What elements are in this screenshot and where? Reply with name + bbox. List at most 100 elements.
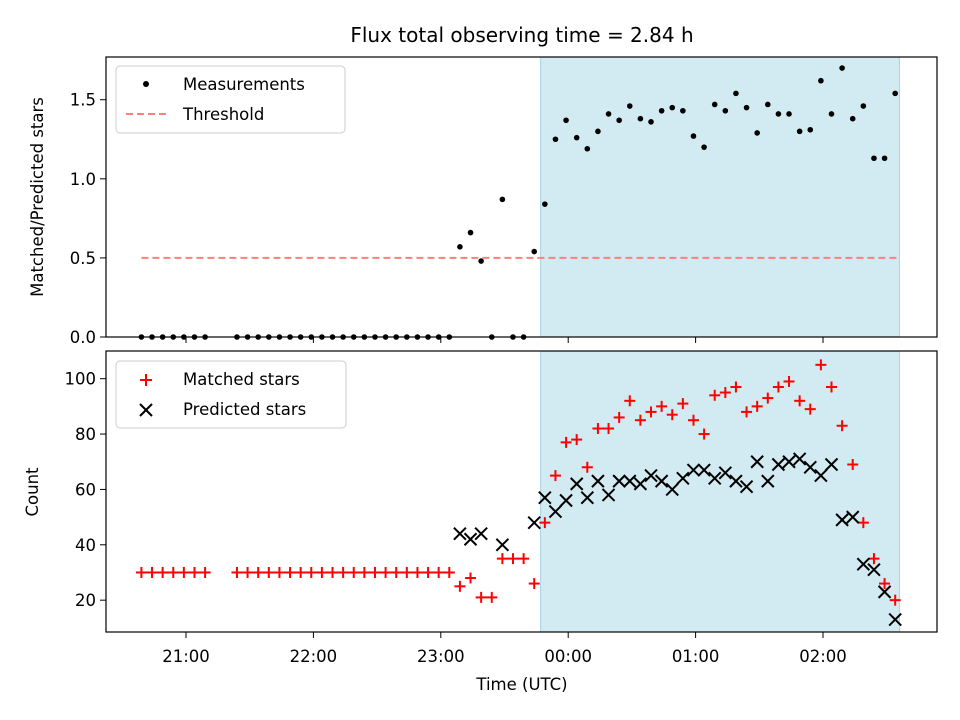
x-tick-label: 00:00 bbox=[544, 647, 592, 666]
matched-stars-point bbox=[528, 578, 540, 590]
top-axes-frame bbox=[105, 56, 938, 338]
measurement-point bbox=[743, 104, 750, 111]
matched-stars-point bbox=[730, 381, 742, 393]
matched-stars-point bbox=[465, 572, 477, 584]
y-tick-label: 60 bbox=[75, 480, 96, 499]
legend-predicted-label: Predicted stars bbox=[183, 400, 306, 419]
matched-stars-point bbox=[284, 566, 296, 578]
matched-stars-point bbox=[836, 420, 848, 432]
legend-measurements-label: Measurements bbox=[183, 75, 305, 94]
measurement-point bbox=[754, 130, 760, 136]
measurement-point bbox=[626, 103, 633, 109]
matched-stars-point bbox=[698, 428, 710, 440]
predicted-stars-point bbox=[877, 585, 892, 599]
matched-stars-point bbox=[539, 517, 551, 529]
x-tick-label: 22:00 bbox=[290, 647, 338, 666]
top-legend: Measurements Threshold bbox=[115, 65, 346, 134]
matched-stars-point bbox=[549, 470, 561, 482]
predicted-stars-point bbox=[697, 463, 711, 477]
predicted-stars-point bbox=[718, 466, 733, 480]
predicted-stars-point bbox=[686, 463, 701, 477]
predicted-stars-point bbox=[538, 491, 552, 505]
predicted-stars-point bbox=[824, 457, 839, 472]
measurement-point bbox=[467, 229, 474, 236]
matched-stars-point bbox=[401, 566, 413, 578]
matched-stars-point bbox=[496, 553, 508, 565]
matched-stars-point bbox=[263, 566, 275, 578]
matched-stars-point bbox=[677, 398, 689, 410]
matched-stars-point bbox=[390, 566, 402, 578]
measurement-point bbox=[701, 144, 707, 150]
predicted-stars-point bbox=[453, 527, 467, 541]
predicted-stars-point bbox=[463, 532, 478, 546]
predicted-stars-point bbox=[495, 538, 510, 552]
predicted-stars-point bbox=[782, 455, 796, 469]
predicted-stars-point bbox=[750, 455, 764, 469]
predicted-stars-point bbox=[708, 471, 722, 486]
predicted-stars-point bbox=[474, 527, 488, 541]
legend-threshold-label: Threshold bbox=[182, 105, 264, 124]
y-tick-label: 80 bbox=[75, 425, 96, 444]
matched-stars-point bbox=[847, 459, 859, 471]
matched-stars-point bbox=[762, 392, 774, 404]
predicted-stars-point bbox=[633, 477, 648, 491]
measurement-point bbox=[605, 111, 612, 117]
top-y-axis-label: Matched/Predicted stars bbox=[28, 97, 47, 297]
measurement-point bbox=[818, 77, 824, 84]
matched-stars-point bbox=[783, 375, 795, 387]
predicted-stars-point bbox=[803, 460, 817, 474]
matched-stars-point bbox=[772, 381, 784, 393]
matched-stars-point bbox=[199, 566, 211, 578]
measurement-point bbox=[690, 133, 697, 139]
matched-stars-point bbox=[135, 566, 147, 578]
matched-stars-point bbox=[252, 566, 264, 578]
legend-matched-marker bbox=[140, 374, 152, 386]
measurement-point bbox=[457, 244, 463, 250]
predicted-stars-point bbox=[591, 474, 605, 488]
matched-stars-point bbox=[380, 566, 392, 578]
matched-stars-point bbox=[188, 566, 200, 578]
predicted-stars-point bbox=[676, 471, 690, 486]
matched-stars-point bbox=[603, 423, 615, 435]
matched-stars-point bbox=[624, 395, 636, 407]
y-tick-label: 20 bbox=[75, 591, 96, 610]
matched-stars-point bbox=[178, 566, 190, 578]
matched-stars-point bbox=[751, 400, 763, 412]
top-legend-box bbox=[115, 65, 346, 134]
matched-stars-point bbox=[327, 566, 339, 578]
top-shaded-region bbox=[540, 56, 900, 338]
matched-stars-point bbox=[879, 578, 891, 590]
measurement-point bbox=[892, 90, 898, 97]
measurement-point bbox=[658, 107, 665, 114]
measurement-point bbox=[722, 107, 729, 114]
matched-stars-point bbox=[422, 566, 434, 578]
measurement-point bbox=[648, 119, 654, 125]
predicted-stars-point bbox=[729, 474, 743, 488]
matched-stars-point bbox=[358, 566, 370, 578]
matched-stars-point bbox=[581, 461, 593, 473]
y-tick-label: 0.0 bbox=[70, 328, 96, 347]
measurement-point bbox=[860, 103, 867, 109]
measurement-point bbox=[584, 145, 591, 152]
predicted-stars-point bbox=[846, 510, 860, 524]
predicted-stars-point bbox=[644, 468, 658, 483]
matched-stars-point bbox=[868, 553, 880, 565]
matched-stars-point bbox=[804, 403, 816, 415]
predicted-stars-point bbox=[569, 477, 584, 491]
predicted-stars-point bbox=[792, 452, 807, 466]
top-panel: 0.0 0.5 1.0 1.5 Matched/Predicted stars Mea… bbox=[28, 56, 938, 347]
matched-stars-point bbox=[295, 566, 307, 578]
matched-stars-point bbox=[645, 406, 657, 418]
matched-stars-point bbox=[687, 414, 699, 426]
matched-stars-point bbox=[518, 553, 530, 565]
y-tick-label: 40 bbox=[75, 536, 96, 555]
predicted-stars-point bbox=[761, 474, 775, 488]
measurement-point bbox=[839, 65, 845, 71]
predicted-stars-point bbox=[856, 557, 871, 571]
predicted-stars-point bbox=[665, 482, 679, 497]
matched-stars-point bbox=[348, 566, 360, 578]
predicted-stars-point bbox=[867, 563, 881, 577]
matched-stars-point bbox=[613, 411, 625, 423]
predicted-stars-point bbox=[612, 474, 626, 488]
y-tick-label: 1.0 bbox=[70, 170, 96, 189]
